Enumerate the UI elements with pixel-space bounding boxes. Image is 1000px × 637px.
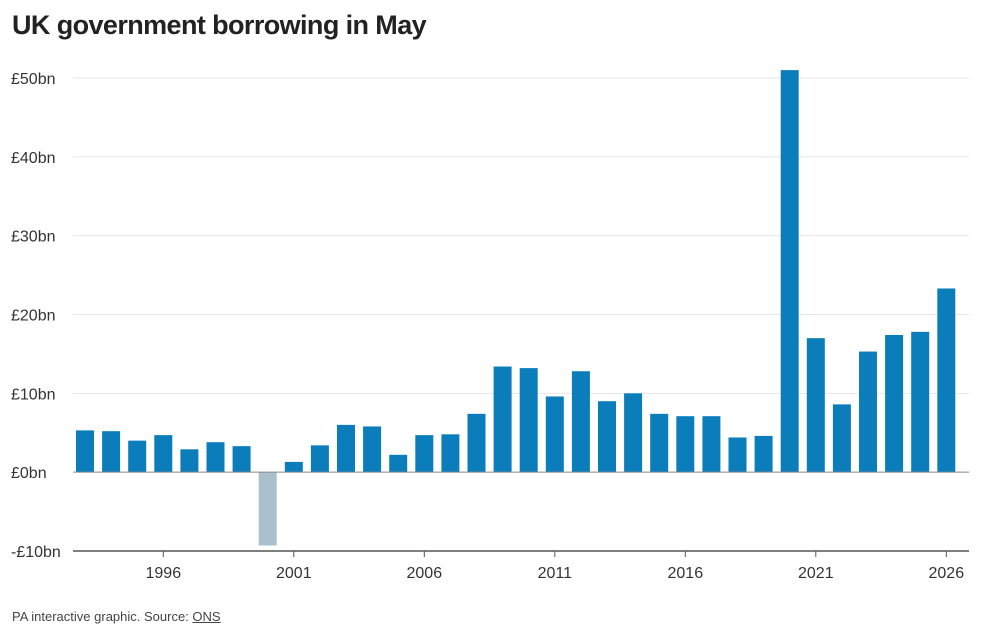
bar-2017 xyxy=(702,416,721,473)
source-link[interactable]: ONS xyxy=(192,609,221,624)
bar-1994 xyxy=(102,431,121,473)
x-tick-label: 2021 xyxy=(798,565,834,582)
bar-2016 xyxy=(676,416,695,473)
y-axis-labels: £50bn £40bn £30bn £20bn £10bn £0bn -£10bn xyxy=(11,71,61,561)
bar-2022 xyxy=(832,404,851,473)
bar-1993 xyxy=(76,430,94,473)
x-tick-label: 2001 xyxy=(276,565,312,582)
bar-2004 xyxy=(363,426,382,473)
bar-2021 xyxy=(806,338,825,473)
bar-1997 xyxy=(180,449,199,473)
bar-2002 xyxy=(310,445,329,473)
bar-2026 xyxy=(937,288,956,473)
bar-2019 xyxy=(754,435,773,473)
y-tick-label: £30bn xyxy=(11,229,56,246)
y-tick-label: -£10bn xyxy=(11,544,61,561)
bar-1998 xyxy=(206,442,225,473)
x-tick-label: 1996 xyxy=(146,565,182,582)
y-tick-label: £50bn xyxy=(11,71,56,88)
bar-2024 xyxy=(885,334,904,473)
bar-2023 xyxy=(859,351,877,473)
bar-1995 xyxy=(128,440,147,473)
x-axis: 1996 2001 2006 2011 2016 2021 2026 xyxy=(73,471,969,582)
bar-2012 xyxy=(571,371,590,473)
bar-2015 xyxy=(650,413,669,473)
bar-2006 xyxy=(415,435,434,473)
bar-2003 xyxy=(337,424,355,473)
chart-title: UK government borrowing in May xyxy=(12,10,427,40)
bar-2020 xyxy=(780,70,799,473)
bar-2005 xyxy=(389,454,408,473)
footer-text: PA interactive graphic. Source: xyxy=(12,609,193,624)
gridlines xyxy=(73,77,969,552)
x-tick-label: 2026 xyxy=(929,565,965,582)
bar-2008 xyxy=(467,413,486,473)
bars xyxy=(76,70,956,546)
footer-credit: PA interactive graphic. Source: ONS xyxy=(12,609,221,624)
bar-2001 xyxy=(284,461,303,473)
bar-2011 xyxy=(545,396,564,473)
bar-2000 xyxy=(258,472,277,546)
bar-1996 xyxy=(154,435,173,473)
bar-2010 xyxy=(519,368,538,473)
bar-2025 xyxy=(911,331,930,473)
y-tick-label: £20bn xyxy=(11,308,56,325)
bar-2014 xyxy=(624,393,643,473)
bar-2013 xyxy=(598,401,616,473)
x-tick-label: 2016 xyxy=(668,565,704,582)
bar-2018 xyxy=(728,437,747,473)
bar-1999 xyxy=(232,446,251,473)
y-tick-label: £0bn xyxy=(11,465,47,482)
x-tick-label: 2006 xyxy=(407,565,443,582)
y-tick-label: £10bn xyxy=(11,386,56,403)
bar-2009 xyxy=(493,366,512,473)
y-tick-label: £40bn xyxy=(11,150,56,167)
bar-2007 xyxy=(441,434,460,473)
x-tick-label: 2011 xyxy=(538,565,573,582)
